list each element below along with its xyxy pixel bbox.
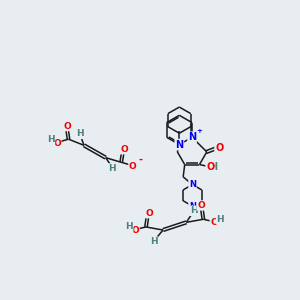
Text: H: H — [190, 206, 198, 215]
Text: O: O — [215, 143, 223, 153]
Text: H: H — [217, 215, 224, 224]
Text: O: O — [145, 208, 153, 217]
Text: O: O — [120, 145, 128, 154]
Text: H: H — [209, 162, 217, 172]
Text: N: N — [189, 202, 196, 211]
Text: +: + — [197, 128, 203, 134]
Text: O: O — [53, 139, 61, 148]
Text: N: N — [188, 132, 196, 142]
Text: -: - — [138, 154, 142, 164]
Text: O: O — [206, 162, 214, 172]
Text: N: N — [175, 140, 183, 150]
Text: H: H — [76, 129, 84, 138]
Text: H: H — [47, 135, 55, 144]
Text: H: H — [150, 237, 158, 246]
Text: N: N — [189, 180, 196, 189]
Text: H: H — [125, 223, 133, 232]
Text: O: O — [197, 201, 205, 210]
Text: O: O — [63, 122, 71, 130]
Text: H: H — [108, 164, 116, 173]
Text: O: O — [210, 218, 218, 227]
Text: O: O — [131, 226, 139, 235]
Text: O: O — [129, 162, 137, 171]
